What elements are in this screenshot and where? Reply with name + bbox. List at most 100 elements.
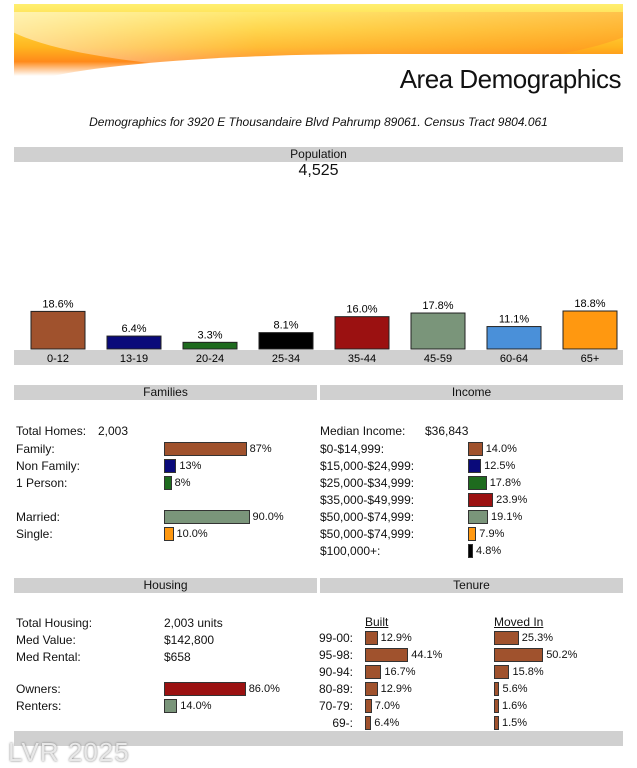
population-category-label: 45-59 — [424, 353, 452, 365]
tenure-moved-bar — [494, 648, 544, 662]
tenure-moved-percent: 25.3% — [521, 632, 553, 644]
occupancy-row-bar — [164, 699, 178, 713]
income-row-percent: 17.8% — [489, 477, 521, 489]
income-row-percent: 14.0% — [485, 443, 517, 455]
population-category-label: 25-34 — [272, 353, 300, 365]
population-bar-65+ — [562, 310, 618, 350]
housing-row-label: Med Value: — [16, 633, 76, 647]
family-row-bar — [164, 476, 172, 490]
tenure-built-bar — [365, 682, 378, 696]
occupancy-row-label: Owners: — [16, 682, 61, 696]
family-row-bar — [164, 442, 247, 456]
tenure-row-label: 90-94: — [318, 665, 353, 679]
marital-row-bar — [164, 510, 250, 524]
population-category-label: 13-19 — [120, 353, 148, 365]
housing-row-value: $142,800 — [164, 633, 215, 647]
tenure-moved-percent: 1.6% — [502, 700, 528, 712]
chart-axis-band — [14, 350, 623, 365]
header-banner — [14, 4, 623, 76]
income-row-label: $100,000+: — [320, 544, 381, 558]
tenure-built-percent: 6.4% — [374, 717, 400, 729]
population-bar-label: 11.1% — [499, 314, 530, 326]
population-bar-label: 18.8% — [574, 298, 605, 310]
housing-row-label: Med Rental: — [16, 650, 81, 664]
occupancy-row-percent: 86.0% — [248, 683, 280, 695]
population-bar-13-19 — [106, 335, 162, 350]
marital-row-percent: 90.0% — [252, 511, 284, 523]
income-row-bar — [468, 510, 489, 524]
tenure-built-bar — [365, 665, 382, 679]
income-row-label: $0-$14,999: — [320, 442, 385, 456]
income-row-label: $35,000-$49,999: — [320, 493, 415, 507]
tenure-built-percent: 44.1% — [411, 649, 443, 661]
tenure-built-bar — [365, 648, 409, 662]
tenure-built-bar — [365, 631, 378, 645]
tenure-moved-bar — [494, 716, 499, 730]
housing-row-label: Total Housing: — [16, 616, 93, 630]
income-row-bar — [468, 476, 487, 490]
tenure-moved-bar — [494, 682, 500, 696]
tenure-moved-percent: 1.5% — [502, 717, 528, 729]
families-heading: Families — [14, 385, 317, 400]
tenure-built-percent: 16.7% — [384, 666, 416, 678]
population-bar-label: 6.4% — [121, 323, 146, 335]
population-bar-label: 17.8% — [422, 300, 453, 312]
marital-row-bar — [164, 527, 174, 541]
income-row-bar — [468, 527, 477, 541]
median-income-label: Median Income: — [320, 424, 406, 438]
marital-row-label: Married: — [16, 510, 61, 524]
population-category-label: 60-64 — [500, 353, 528, 365]
footer-band — [14, 731, 623, 746]
population-bar-label: 16.0% — [346, 304, 377, 316]
tenure-row-label: 70-79: — [318, 699, 353, 713]
family-row-label: 1 Person: — [16, 476, 68, 490]
income-row-label: $15,000-$24,999: — [320, 459, 415, 473]
income-row-label: $25,000-$34,999: — [320, 476, 415, 490]
housing-row-value: $658 — [164, 650, 191, 664]
income-row-bar — [468, 442, 483, 456]
population-bar-25-34 — [258, 332, 314, 350]
population-bar-label: 3.3% — [197, 329, 222, 341]
median-income-value: $36,843 — [425, 424, 469, 438]
housing-heading: Housing — [14, 578, 317, 593]
tenure-built-percent: 12.9% — [380, 683, 412, 695]
family-row-percent: 8% — [174, 477, 191, 489]
tenure-heading: Tenure — [320, 578, 623, 593]
population-total: 4,525 — [298, 162, 339, 179]
total-homes-label: Total Homes: — [16, 424, 87, 438]
tenure-built-percent: 7.0% — [374, 700, 400, 712]
watermark: LVR 2025 — [8, 737, 130, 767]
population-chart: 18.6% 0-12 6.4% 13-19 3.3% 20-24 8.1% 25-34 16.0… — [14, 298, 623, 365]
tenure-row-label: 69-: — [332, 716, 353, 730]
income-row-label: $50,000-$74,999: — [320, 527, 415, 541]
population-bar-45-59 — [410, 312, 466, 350]
tenure-moved-percent: 5.6% — [502, 683, 528, 695]
population-category-label: 65+ — [581, 353, 600, 365]
moved-in-heading: Moved In — [494, 615, 544, 629]
tenure-moved-bar — [494, 665, 510, 679]
built-heading: Built — [365, 615, 389, 629]
tenure-moved-percent: 50.2% — [546, 649, 578, 661]
tenure-moved-percent: 15.8% — [512, 666, 544, 678]
marital-row-percent: 10.0% — [176, 528, 208, 540]
population-bar-label: 8.1% — [273, 320, 298, 332]
population-bar-60-64 — [486, 326, 542, 350]
income-row-label: $50,000-$74,999: — [320, 510, 415, 524]
total-homes-value: 2,003 — [98, 424, 129, 438]
tenure-moved-bar — [494, 699, 499, 713]
income-row-bar — [468, 544, 474, 558]
population-category-label: 35-44 — [348, 353, 376, 365]
income-row-bar — [468, 493, 494, 507]
income-row-percent: 19.1% — [491, 511, 523, 523]
family-row-percent: 87% — [249, 443, 272, 455]
tenure-row-label: 99-00: — [318, 631, 353, 645]
occupancy-row-label: Renters: — [16, 699, 62, 713]
income-row-percent: 4.8% — [476, 545, 502, 557]
marital-row-label: Single: — [16, 527, 53, 541]
population-bar-0-12 — [30, 310, 86, 350]
page-title: Area Demographics — [399, 64, 622, 94]
tenure-built-bar — [365, 716, 372, 730]
income-row-percent: 7.9% — [479, 528, 505, 540]
page-subtitle: Demographics for 3920 E Thousandaire Blv… — [89, 115, 548, 129]
population-category-label: 20-24 — [196, 353, 224, 365]
